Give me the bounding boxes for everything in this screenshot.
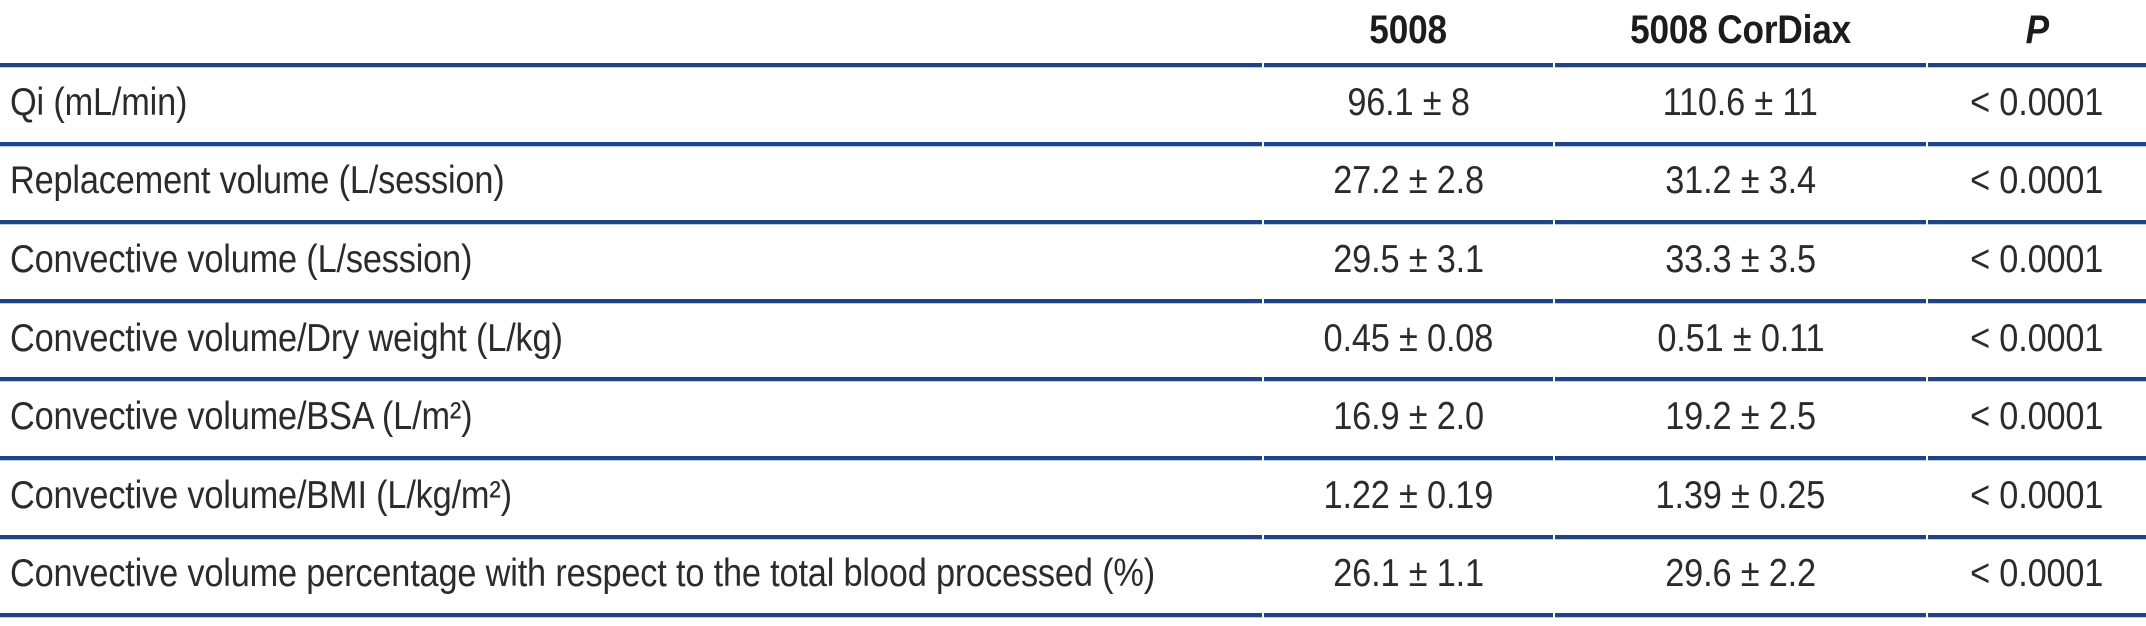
column-header-5008: 5008 (1264, 0, 1553, 68)
p-value: < 0.0001 (1970, 159, 2104, 203)
row-label-cell: Convective volume (L/session) (0, 224, 1262, 304)
p-value: < 0.0001 (1970, 316, 2104, 360)
value-5008: 0.45 ± 0.08 (1323, 316, 1494, 360)
row-label-cell: Convective volume/BSA (L/m²) (0, 381, 1262, 461)
value-5008-cordiax-cell: 110.6 ± 11 (1555, 67, 1926, 147)
value-5008-cordiax-cell: 29.6 ± 2.2 (1555, 539, 1926, 618)
value-5008: 96.1 ± 8 (1347, 80, 1470, 124)
table-row: Replacement volume (L/session) 27.2 ± 2.… (0, 146, 2146, 225)
row-label-cell: Convective volume/BMI (L/kg/m²) (0, 460, 1262, 540)
row-label: Convective volume/BSA (L/m²) (10, 395, 473, 439)
table-row: Qi (mL/min) 96.1 ± 8 110.6 ± 11 < 0.0001 (0, 67, 2146, 147)
value-5008-cordiax: 29.6 ± 2.2 (1665, 552, 1816, 596)
value-5008-cell: 1.22 ± 0.19 (1264, 460, 1553, 540)
column-header-5008-cordiax: 5008 CorDiax (1555, 0, 1926, 68)
value-5008: 16.9 ± 2.0 (1333, 395, 1484, 439)
table-header-row: 5008 5008 CorDiax P (0, 0, 2146, 68)
row-label: Convective volume/Dry weight (L/kg) (10, 316, 563, 360)
value-5008-cell: 16.9 ± 2.0 (1264, 381, 1553, 461)
table-row: Convective volume percentage with respec… (0, 539, 2146, 618)
value-5008-cordiax: 0.51 ± 0.11 (1656, 316, 1825, 360)
p-value-cell: < 0.0001 (1928, 67, 2146, 147)
value-5008: 27.2 ± 2.8 (1333, 159, 1484, 203)
column-header-empty (0, 0, 1262, 68)
value-5008-cordiax-cell: 0.51 ± 0.11 (1555, 303, 1926, 382)
p-value: < 0.0001 (1970, 80, 2104, 124)
p-value: < 0.0001 (1970, 473, 2104, 517)
value-5008-cordiax: 31.2 ± 3.4 (1665, 159, 1816, 203)
row-label-cell: Convective volume percentage with respec… (0, 539, 1262, 618)
row-label: Qi (mL/min) (10, 80, 188, 124)
p-value-cell: < 0.0001 (1928, 224, 2146, 304)
value-5008: 29.5 ± 3.1 (1333, 237, 1484, 281)
value-5008-cordiax: 110.6 ± 11 (1662, 80, 1819, 124)
column-header-p-label: P (2025, 7, 2049, 52)
row-label-cell: Qi (mL/min) (0, 67, 1262, 147)
value-5008-cordiax-cell: 31.2 ± 3.4 (1555, 146, 1926, 225)
value-5008-cell: 29.5 ± 3.1 (1264, 224, 1553, 304)
p-value-cell: < 0.0001 (1928, 381, 2146, 461)
value-5008-cordiax-cell: 19.2 ± 2.5 (1555, 381, 1926, 461)
row-label-cell: Replacement volume (L/session) (0, 146, 1262, 225)
p-value: < 0.0001 (1970, 395, 2104, 439)
value-5008-cordiax-cell: 1.39 ± 0.25 (1555, 460, 1926, 540)
value-5008-cell: 0.45 ± 0.08 (1264, 303, 1553, 382)
value-5008-cordiax: 19.2 ± 2.5 (1665, 395, 1816, 439)
table-row: Convective volume/BSA (L/m²) 16.9 ± 2.0 … (0, 381, 2146, 461)
value-5008-cell: 27.2 ± 2.8 (1264, 146, 1553, 225)
p-value: < 0.0001 (1970, 552, 2104, 596)
p-value-cell: < 0.0001 (1928, 460, 2146, 540)
table-row: Convective volume (L/session) 29.5 ± 3.1… (0, 224, 2146, 304)
column-header-5008-cordiax-label: 5008 CorDiax (1630, 7, 1851, 52)
value-5008-cell: 96.1 ± 8 (1264, 67, 1553, 147)
value-5008: 1.22 ± 0.19 (1323, 473, 1494, 517)
p-value: < 0.0001 (1970, 237, 2104, 281)
table-row: Convective volume/BMI (L/kg/m²) 1.22 ± 0… (0, 460, 2146, 540)
p-value-cell: < 0.0001 (1928, 539, 2146, 618)
row-label: Convective volume percentage with respec… (10, 552, 1155, 596)
row-label-cell: Convective volume/Dry weight (L/kg) (0, 303, 1262, 382)
row-label: Replacement volume (L/session) (10, 159, 505, 203)
value-5008-cordiax-cell: 33.3 ± 3.5 (1555, 224, 1926, 304)
value-5008: 26.1 ± 1.1 (1333, 552, 1484, 596)
p-value-cell: < 0.0001 (1928, 303, 2146, 382)
value-5008-cell: 26.1 ± 1.1 (1264, 539, 1553, 618)
column-header-5008-label: 5008 (1369, 7, 1448, 52)
value-5008-cordiax: 33.3 ± 3.5 (1665, 237, 1816, 281)
p-value-cell: < 0.0001 (1928, 146, 2146, 225)
row-label: Convective volume/BMI (L/kg/m²) (10, 473, 512, 517)
table-row: Convective volume/Dry weight (L/kg) 0.45… (0, 303, 2146, 382)
row-label: Convective volume (L/session) (10, 237, 473, 281)
column-header-p: P (1928, 0, 2146, 68)
value-5008-cordiax: 1.39 ± 0.25 (1655, 473, 1826, 517)
